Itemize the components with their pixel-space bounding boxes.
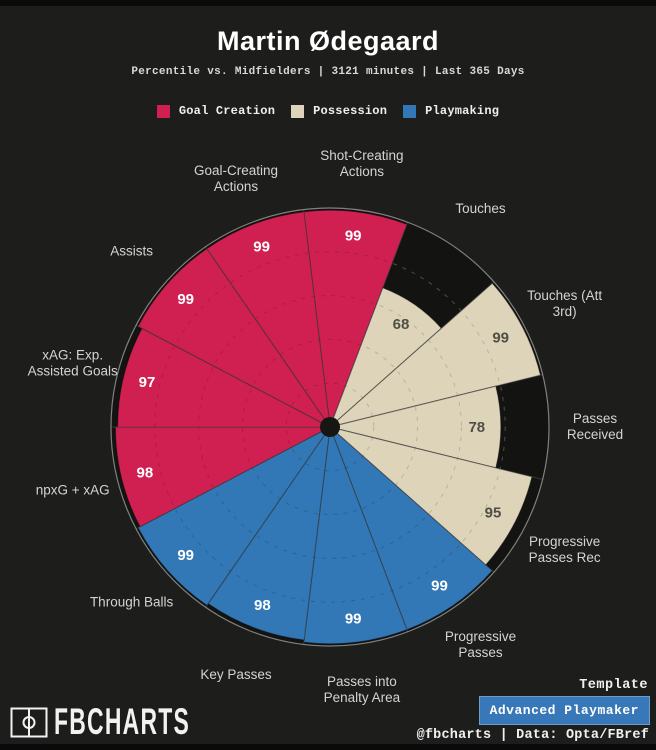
value-label-npxg-xag: 98	[137, 465, 154, 482]
legend-swatch-playmaking	[403, 104, 417, 118]
spoke-line	[205, 246, 331, 428]
slice-progressive-passes	[329, 426, 493, 631]
top-band	[0, 0, 656, 6]
value-label-progressive-passes-rec: 95	[485, 505, 502, 522]
spoke-line	[205, 426, 331, 608]
value-label-touches-att-3rd: 99	[492, 329, 509, 346]
legend-item-playmaking: Playmaking	[403, 104, 499, 118]
category-label-passes-received: Passes	[573, 411, 618, 426]
legend-label: Goal Creation	[178, 104, 276, 118]
spoke-line	[303, 426, 331, 645]
spoke-line	[303, 209, 331, 428]
category-label-passes-received: Received	[567, 427, 623, 442]
center-dot	[320, 417, 340, 437]
slice-npxg-xag	[114, 426, 331, 528]
spoke-line	[135, 324, 331, 428]
legend-swatch-goal_creation	[156, 104, 170, 118]
category-label-progressive-passes: Passes	[458, 645, 503, 660]
category-label-touches-att-3rd: Touches (Att	[527, 288, 602, 303]
spoke-line	[329, 374, 543, 428]
value-label-xag-exp-assisted-goals: 97	[139, 374, 156, 391]
category-label-assists: Assists	[110, 243, 153, 258]
percentile-ring-overlay-80	[154, 251, 506, 603]
value-label-touches: 68	[393, 316, 410, 333]
legend: Goal Creation Possession Playmaking	[0, 104, 656, 118]
legend-swatch-possession	[291, 104, 305, 118]
value-label-progressive-passes: 99	[431, 578, 448, 595]
template-button[interactable]: Advanced Playmaker	[478, 696, 650, 725]
slice-passes-into-penalty-area	[303, 426, 408, 645]
category-label-touches: Touches	[455, 201, 506, 216]
category-label-shot-creating-actions: Actions	[340, 164, 385, 179]
category-label-passes-into-penalty-area: Penalty Area	[324, 690, 401, 705]
category-label-progressive-passes: Progressive	[445, 629, 516, 644]
category-label-goal-creating-actions: Goal-Creating	[194, 163, 278, 178]
spoke-line	[329, 281, 495, 428]
percentile-ring-overlay-20	[285, 382, 375, 472]
slice-assists	[137, 247, 331, 428]
value-label-shot-creating-actions: 99	[345, 228, 362, 245]
legend-label: Playmaking	[425, 104, 500, 118]
category-label-progressive-passes-rec: Progressive	[529, 534, 600, 549]
spoke-line	[329, 426, 495, 573]
template-label: Template	[579, 678, 648, 693]
percentile-ring-overlay-40	[241, 338, 419, 516]
value-label-passes-into-penalty-area: 99	[345, 610, 362, 627]
category-label-goal-creating-actions: Actions	[214, 179, 259, 194]
brand-name: FBCHARTS	[54, 701, 191, 742]
value-label-passes-received: 78	[468, 419, 485, 436]
category-label-passes-into-penalty-area: Passes into	[327, 674, 397, 689]
category-label-xag-exp-assisted-goals: Assisted Goals	[28, 364, 118, 379]
category-label-through-balls: Through Balls	[90, 595, 174, 610]
value-label-assists: 99	[177, 291, 194, 308]
legend-item-possession: Possession	[291, 104, 387, 118]
slice-xag-exp-assisted-goals	[117, 327, 331, 428]
value-label-key-passes: 98	[254, 597, 271, 614]
category-label-npxg-xag: npxG + xAG	[36, 482, 110, 497]
brand-logo: FBCHARTS	[10, 701, 273, 742]
slice-progressive-passes-rec	[329, 426, 533, 566]
category-label-progressive-passes-rec: Passes Rec	[529, 550, 601, 565]
value-label-through-balls: 99	[177, 547, 194, 564]
percentile-ring-overlay-60	[198, 295, 462, 559]
outer-ring	[110, 207, 550, 647]
slice-shot-creating-actions	[303, 209, 408, 428]
spoke-line	[329, 426, 409, 632]
spoke-line	[329, 426, 543, 480]
legend-item-goal_creation: Goal Creation	[156, 104, 276, 118]
legend-label: Possession	[313, 104, 388, 118]
slice-touches-att-3rd	[329, 282, 542, 428]
slice-goal-creating-actions	[206, 211, 331, 428]
category-label-key-passes: Key Passes	[200, 667, 272, 682]
credit-text: @fbcharts | Data: Opta/FBref	[416, 728, 649, 743]
category-label-shot-creating-actions: Shot-Creating	[320, 148, 403, 163]
slice-through-balls	[137, 426, 331, 607]
subtitle: Percentile vs. Midfielders | 3121 minute…	[131, 66, 525, 78]
spoke-line	[135, 426, 331, 530]
bottom-band	[0, 744, 656, 750]
pitch-icon	[10, 707, 48, 737]
page-title: Martin Ødegaard	[216, 26, 440, 56]
spoke-line	[329, 222, 409, 428]
slice-key-passes	[207, 426, 331, 641]
category-label-xag-exp-assisted-goals: xAG: Exp.	[42, 348, 103, 363]
category-label-touches-att-3rd: 3rd)	[553, 304, 577, 319]
value-label-goal-creating-actions: 99	[253, 239, 270, 256]
